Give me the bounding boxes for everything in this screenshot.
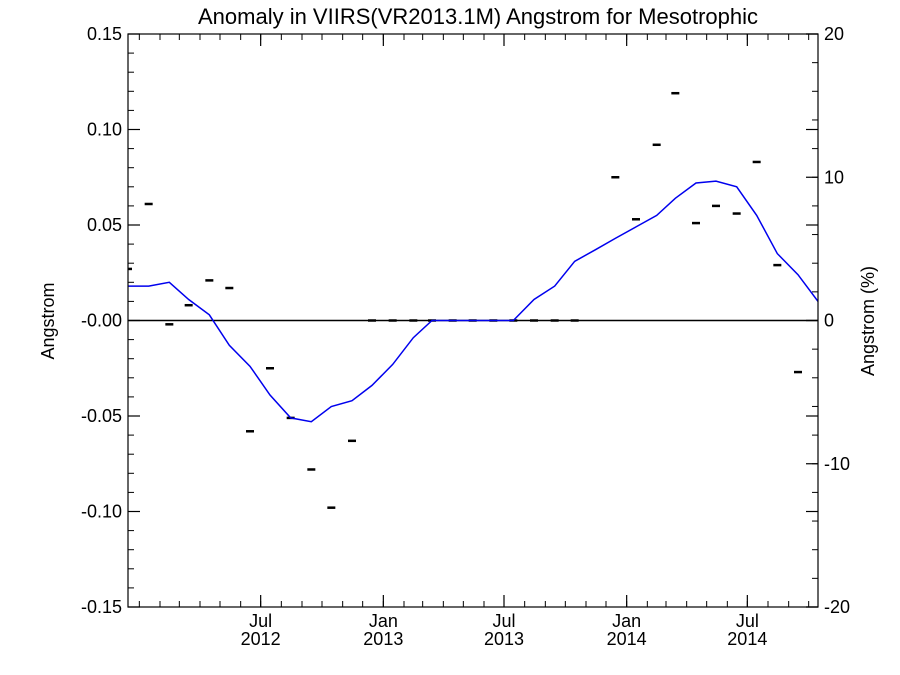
- x-tick-year: 2014: [727, 629, 767, 649]
- y-tick-label: -0.05: [81, 406, 122, 426]
- y-tick-label: 0.15: [87, 24, 122, 44]
- y2-tick-label: 10: [824, 167, 844, 187]
- trend-line: [128, 180, 818, 423]
- y-axis-title: Angstrom: [38, 282, 58, 359]
- y-tick-label: 0.05: [87, 215, 122, 235]
- y2-tick-label: -10: [824, 454, 850, 474]
- y-tick-label: -0.10: [81, 502, 122, 522]
- x-tick-month: Jul: [249, 611, 272, 631]
- x-tick-year: 2013: [484, 629, 524, 649]
- plot-clipped: [128, 91, 818, 509]
- x-tick-year: 2012: [241, 629, 281, 649]
- x-tick-year: 2014: [607, 629, 647, 649]
- y-tick-label: -0.15: [81, 597, 122, 617]
- y2-tick-label: 0: [824, 311, 834, 331]
- y2-tick-label: -20: [824, 597, 850, 617]
- x-tick-month: Jan: [369, 611, 398, 631]
- x-tick-month: Jul: [736, 611, 759, 631]
- y2-tick-label: 20: [824, 24, 844, 44]
- y-axis-right: 20 10 0 -10 -20: [806, 24, 850, 617]
- y-tick-label: -0.00: [81, 311, 122, 331]
- plot-content: [128, 91, 818, 509]
- y2-axis-title: Angstrom (%): [858, 266, 878, 376]
- y-tick-label: 0.10: [87, 120, 122, 140]
- x-tick-month: Jul: [492, 611, 515, 631]
- x-tick-year: 2013: [363, 629, 403, 649]
- chart-title: Anomaly in VIIRS(VR2013.1M) Angstrom for…: [198, 4, 758, 29]
- x-tick-month: Jan: [612, 611, 641, 631]
- plot-frame: [127, 33, 819, 608]
